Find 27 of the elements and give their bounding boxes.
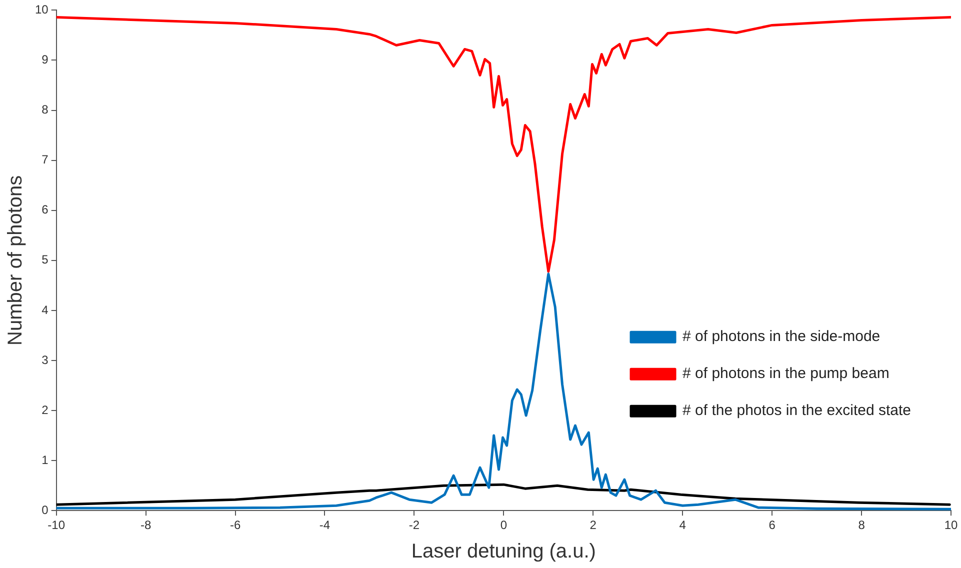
y-tick-label: 7	[42, 152, 49, 167]
y-tick-label: 1	[42, 452, 49, 467]
x-tick-label: 10	[944, 518, 958, 532]
y-tick-label: 6	[42, 202, 49, 217]
legend-label: # of photons in the side-mode	[682, 328, 880, 346]
x-tick-label: 2	[590, 518, 597, 532]
y-tick-label: 8	[42, 102, 49, 117]
x-axis-title: Laser detuning (a.u.)	[411, 540, 596, 563]
legend-label: # of photons in the pump beam	[682, 365, 890, 382]
x-tick-label: -6	[230, 518, 241, 532]
y-axis-title: Number of photons	[4, 175, 27, 346]
y-tick-label: 0	[42, 502, 49, 517]
y-tick-label: 4	[42, 302, 49, 317]
x-tick-label: 8	[858, 518, 866, 532]
legend-label: # of the photos in the excited state	[682, 402, 912, 420]
x-tick-label: -4	[319, 518, 330, 532]
y-tick-label: 5	[42, 252, 49, 267]
y-tick-label: 10	[34, 2, 49, 17]
x-tick-label: 4	[679, 518, 686, 532]
x-tick-label: -8	[140, 518, 152, 532]
y-tick-label: 3	[42, 352, 49, 367]
x-tick-label: 0	[500, 518, 508, 532]
x-tick-label: -2	[408, 518, 420, 532]
y-tick-label: 9	[42, 52, 49, 67]
y-tick-label: 2	[42, 402, 49, 417]
x-tick-label: -10	[48, 518, 66, 532]
x-tick-label: 6	[768, 518, 776, 532]
